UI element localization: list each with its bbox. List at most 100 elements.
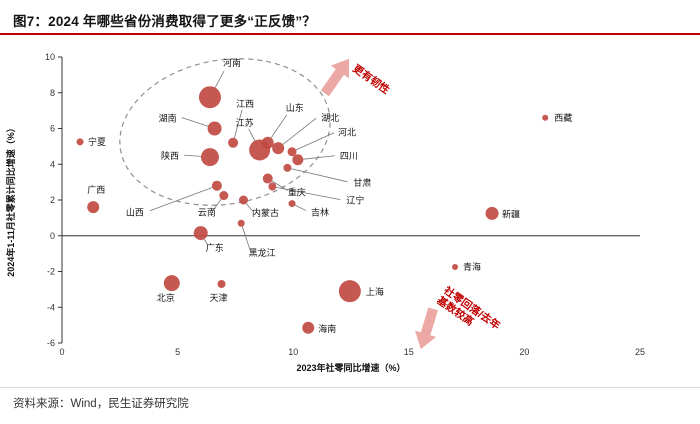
point-label: 重庆 — [288, 187, 306, 198]
point-label: 上海 — [366, 286, 384, 297]
y-axis-title: 2024年1-11月社零累计同比增速（%） — [5, 123, 16, 277]
data-point — [338, 280, 361, 303]
leader-line — [214, 71, 225, 88]
y-tick-label: 4 — [50, 159, 55, 169]
data-point — [272, 142, 285, 155]
y-tick-label: -4 — [47, 302, 55, 312]
data-point — [219, 191, 229, 201]
point-label: 宁夏 — [88, 136, 106, 147]
leader-line — [183, 154, 202, 157]
data-point — [163, 275, 180, 292]
point-label: 陕西 — [161, 150, 179, 161]
point-label: 湖北 — [321, 113, 339, 123]
point-label: 山西 — [126, 208, 144, 218]
leader-line — [303, 155, 335, 160]
leader-line — [203, 238, 209, 246]
data-point — [198, 86, 221, 109]
data-point — [87, 201, 100, 214]
data-point — [261, 136, 274, 149]
point-label: 四川 — [340, 151, 358, 161]
point-label: 河北 — [338, 127, 356, 138]
point-label: 海南 — [318, 323, 336, 334]
leader-line — [282, 117, 317, 145]
data-point — [207, 121, 222, 136]
point-label: 内蒙古 — [252, 207, 279, 218]
point-label: 江西 — [236, 99, 254, 109]
x-tick-label: 20 — [519, 347, 529, 357]
point-label: 广东 — [206, 242, 224, 253]
data-point — [292, 154, 304, 166]
point-label: 吉林 — [311, 207, 329, 218]
chart-area: 更有韧性 社零回落/去年 基数较高 10 8 6 4 2 0 -2 -4 -6 0 5 10 15 20 25 20… — [0, 40, 700, 385]
x-tick-label: 25 — [635, 347, 645, 357]
point-label: 河南 — [223, 57, 241, 68]
data-point — [288, 200, 296, 208]
point-label: 广西 — [87, 184, 105, 195]
point-label: 江苏 — [236, 117, 254, 128]
data-point — [217, 280, 226, 289]
leader-line — [246, 203, 253, 212]
source-note: 资料来源：Wind，民生证券研究院 — [13, 398, 189, 410]
leader-line — [295, 132, 335, 151]
annotation-text: 更有韧性 — [350, 62, 392, 97]
data-point — [228, 137, 239, 148]
y-tick-label: 10 — [45, 52, 55, 62]
y-tick-label: 6 — [50, 124, 55, 134]
point-label: 西藏 — [554, 112, 572, 123]
data-point — [237, 219, 245, 227]
point-label: 新疆 — [502, 208, 520, 219]
data-point — [262, 173, 273, 184]
leader-line — [212, 198, 222, 211]
up-arrow — [320, 58, 350, 97]
x-tick-label: 0 — [59, 347, 64, 357]
leader-line — [294, 204, 307, 211]
data-point — [542, 114, 549, 121]
x-tick-label: 5 — [175, 347, 180, 357]
data-point — [287, 147, 297, 157]
y-tick-label: 2 — [50, 195, 55, 205]
y-tick-label: -2 — [47, 267, 55, 277]
y-tick-label: 0 — [50, 231, 55, 241]
cluster-ellipse — [119, 58, 331, 206]
leader-line — [181, 117, 209, 127]
leader-line — [234, 109, 243, 139]
x-tick-label: 15 — [404, 347, 414, 357]
point-label: 天津 — [210, 293, 228, 303]
data-point — [76, 138, 84, 146]
x-axis-title: 2023年社零同比增速（%） — [296, 362, 405, 373]
down-arrow — [415, 307, 438, 350]
data-point — [302, 321, 315, 334]
point-label: 云南 — [198, 207, 216, 218]
data-point — [268, 182, 277, 191]
point-label: 黑龙江 — [249, 247, 276, 258]
x-tick-label: 10 — [288, 347, 298, 357]
leader-line — [276, 186, 341, 200]
point-label: 湖南 — [159, 113, 177, 124]
point-label: 辽宁 — [346, 195, 364, 206]
data-point — [452, 264, 459, 271]
figure-title: 图7：2024 年哪些省份消费取得了更多“正反馈”？ — [13, 14, 316, 29]
leader-line — [291, 168, 348, 183]
point-label: 山东 — [286, 102, 304, 113]
annotation-resilient: 更有韧性 — [350, 62, 392, 97]
title-underline — [0, 33, 700, 35]
leader-line — [248, 128, 256, 141]
point-label: 青海 — [463, 261, 481, 272]
data-point — [211, 180, 222, 191]
data-point — [283, 163, 292, 172]
y-tick-label: -6 — [47, 338, 55, 348]
y-tick-label: 8 — [50, 88, 55, 98]
leader-line — [149, 187, 213, 212]
data-point — [485, 206, 499, 220]
leader-line — [270, 114, 288, 139]
data-point — [193, 226, 208, 241]
data-point — [238, 195, 248, 205]
point-label: 甘肃 — [353, 177, 371, 188]
footer-divider — [0, 387, 700, 388]
data-point — [200, 148, 219, 167]
leader-line — [241, 226, 251, 251]
point-label: 北京 — [157, 292, 175, 303]
